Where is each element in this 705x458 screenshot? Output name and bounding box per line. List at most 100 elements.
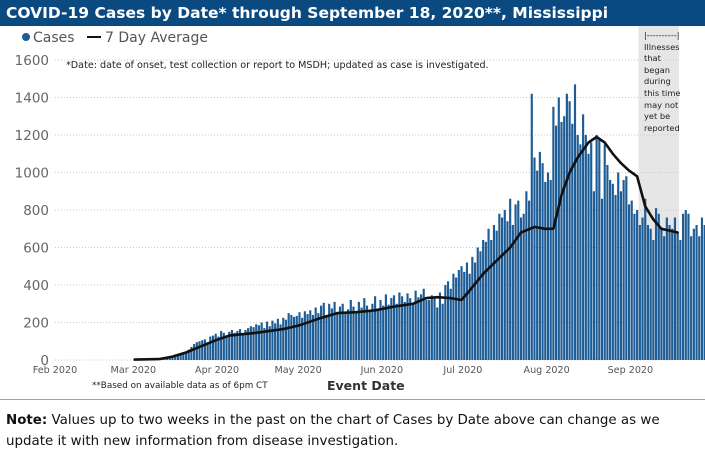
case-bar — [419, 294, 423, 360]
case-bar — [330, 308, 333, 360]
case-bar — [441, 303, 444, 360]
y-tick-label: 1600 — [15, 53, 49, 69]
case-bar — [644, 198, 647, 360]
case-bar — [263, 328, 266, 360]
case-bar — [287, 313, 290, 360]
case-bar — [638, 225, 641, 360]
case-bar — [506, 221, 509, 360]
case-bar — [536, 170, 539, 360]
case-bar — [206, 342, 209, 360]
note-text: Values up to two weeks in the past on th… — [6, 413, 660, 449]
y-tick-label: 800 — [23, 203, 49, 219]
case-bar — [546, 172, 550, 360]
shade-note-line: during — [644, 76, 671, 87]
case-bar — [184, 351, 188, 360]
case-bar — [255, 324, 258, 360]
case-bar — [168, 358, 171, 360]
case-bar — [460, 266, 463, 360]
case-bar — [417, 297, 420, 360]
case-bar — [627, 204, 631, 360]
case-bar — [533, 157, 536, 360]
y-tick-label: 1400 — [15, 91, 49, 107]
case-bar — [590, 142, 593, 360]
case-bar — [630, 200, 633, 360]
case-bar — [482, 240, 485, 360]
case-bar — [692, 228, 695, 360]
case-bar — [317, 313, 320, 360]
case-bar — [703, 225, 705, 360]
case-bar — [303, 311, 306, 360]
case-bar — [633, 213, 636, 360]
case-bar — [190, 346, 193, 360]
case-bar — [476, 247, 479, 360]
case-bar — [519, 217, 523, 360]
case-bar — [214, 333, 217, 360]
y-tick-label: 200 — [23, 316, 49, 332]
case-bar — [560, 121, 563, 360]
case-bar — [549, 180, 552, 360]
case-bar — [179, 354, 182, 360]
case-bar — [649, 228, 652, 360]
y-tick-label: 0 — [40, 353, 49, 369]
case-bar — [606, 165, 609, 360]
case-bar — [341, 303, 344, 360]
case-bar — [463, 271, 466, 360]
case-bar — [573, 84, 577, 360]
case-bar — [503, 210, 506, 360]
case-bar — [668, 225, 671, 360]
case-bar — [195, 342, 198, 360]
case-bar — [257, 325, 261, 360]
x-tick-label: Mar 2020 — [111, 365, 157, 376]
case-bar — [428, 300, 431, 360]
case-bar — [352, 306, 355, 360]
case-bar — [392, 295, 396, 360]
case-bar — [344, 313, 347, 360]
case-bar — [679, 240, 682, 360]
case-bar — [290, 315, 293, 360]
case-bar — [541, 163, 544, 360]
case-bar — [409, 298, 412, 360]
case-bar — [241, 333, 244, 360]
case-bar — [465, 262, 469, 360]
case-bar — [163, 358, 166, 360]
case-bar — [538, 151, 541, 360]
case-bar — [625, 176, 628, 360]
x-tick-label: Sep 2020 — [608, 365, 654, 376]
case-bar — [457, 270, 460, 360]
case-bar — [187, 349, 190, 360]
section-divider — [0, 399, 705, 400]
x-tick-label: May 2020 — [274, 365, 321, 376]
case-bar — [211, 335, 215, 360]
case-bar — [436, 307, 439, 360]
x-axis-label: Event Date — [327, 378, 405, 393]
average-legend-marker — [87, 36, 102, 38]
shade-note-line: may not — [644, 99, 679, 110]
shade-note-line: Illnesses — [644, 41, 680, 52]
case-bar — [446, 281, 450, 360]
shade-note-line: yet be — [644, 111, 671, 122]
case-bar — [268, 326, 271, 360]
case-bar — [617, 172, 620, 360]
case-bar — [492, 225, 496, 360]
x-tick-label: Jun 2020 — [360, 365, 403, 376]
case-bar — [511, 225, 514, 360]
case-bar — [382, 305, 385, 360]
case-bar — [500, 217, 504, 360]
case-bar — [544, 181, 547, 360]
case-bar — [495, 230, 498, 360]
case-bar — [411, 303, 415, 360]
cases-chart: 0 200 400 600 800 1000 1200 1400 1600 Feb 2020 Mar… — [15, 26, 705, 376]
case-bar — [471, 256, 474, 360]
seven-day-average-line — [133, 135, 679, 361]
x-tick-label: Feb 2020 — [33, 365, 77, 376]
case-bar — [449, 288, 452, 360]
x-tick-label: Apr 2020 — [195, 365, 239, 376]
case-bar — [595, 135, 598, 360]
case-bar — [522, 213, 525, 360]
case-bar — [374, 296, 377, 360]
case-bar — [198, 341, 201, 360]
case-bar — [660, 228, 663, 360]
case-bar — [325, 315, 328, 360]
case-bar — [433, 298, 436, 360]
case-bar — [587, 153, 590, 360]
